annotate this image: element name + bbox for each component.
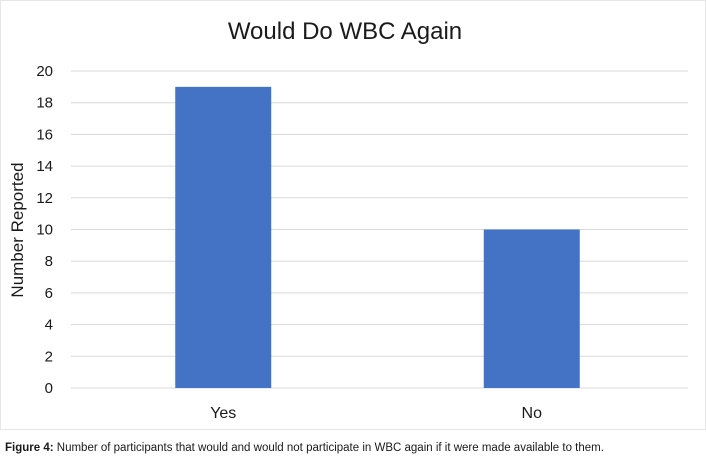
chart-frame: Would Do WBC Again Number Reported 0 2 4 6 8… (0, 0, 706, 430)
bar-yes (175, 86, 272, 388)
y-tick-label: 12 (36, 190, 53, 207)
bars (175, 86, 580, 388)
caption-text: Number of participants that would and wo… (56, 442, 604, 454)
y-axis-label: Number Reported (8, 162, 27, 297)
x-tick-labels: Yes No (210, 405, 542, 422)
y-tick-label: 14 (36, 158, 53, 175)
y-tick-labels: 0 2 4 6 8 10 12 14 16 18 20 (36, 63, 53, 397)
x-tick-label-no: No (522, 405, 543, 422)
y-tick-label: 0 (45, 380, 53, 397)
y-tick-label: 10 (36, 222, 53, 239)
y-tick-label: 16 (36, 126, 53, 143)
figure-caption: Figure 4: Number of participants that wo… (5, 442, 701, 454)
y-tick-label: 4 (45, 317, 53, 334)
x-tick-label-yes: Yes (210, 405, 236, 422)
y-tick-label: 18 (36, 95, 53, 112)
bar-no (483, 229, 580, 388)
bar-chart: Would Do WBC Again Number Reported 0 2 4 6 8… (8, 18, 688, 422)
y-tick-label: 6 (45, 285, 53, 302)
caption-label: Figure 4: (5, 442, 54, 454)
y-tick-label: 8 (45, 253, 53, 270)
chart-title: Would Do WBC Again (228, 18, 462, 45)
gridlines (71, 70, 688, 389)
y-tick-label: 2 (45, 348, 53, 365)
y-tick-label: 20 (36, 63, 53, 80)
